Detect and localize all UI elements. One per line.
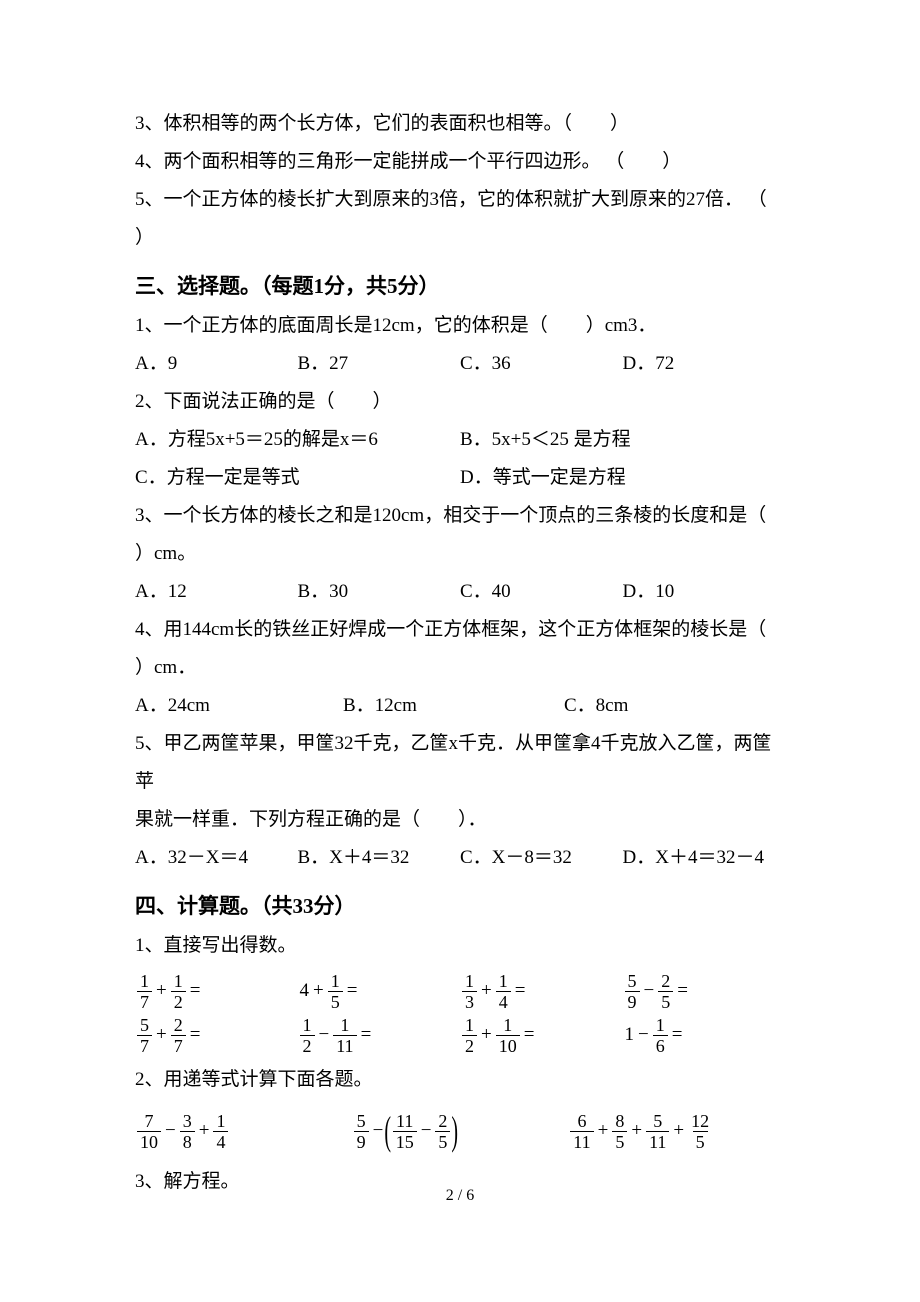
s3-q5-options: A．32－X＝4 B．X＋4＝32 C．X－8＝32 D．X＋4＝32－4 bbox=[135, 839, 785, 877]
calc-expr: 611+85+511+125 bbox=[568, 1107, 785, 1155]
calc-expr: 17+12= bbox=[135, 969, 298, 1013]
tf-q3: 3、体积相等的两个长方体，它们的表面积也相等。（ ） bbox=[135, 105, 785, 143]
s4-p1: 1、直接写出得数。 bbox=[135, 927, 785, 965]
s3-q4-c: C．8cm bbox=[564, 687, 785, 725]
section-4-title: 四、计算题。（共33分） bbox=[135, 885, 785, 927]
calc-expr: 12−111= bbox=[298, 1013, 461, 1057]
s3-q1-b: B．27 bbox=[298, 345, 461, 383]
document-page: 3、体积相等的两个长方体，它们的表面积也相等。（ ） 4、两个面积相等的三角形一… bbox=[0, 0, 920, 1302]
calc-grid-2: 710−38+1459−(1115−25)611+85+511+125 bbox=[135, 1107, 785, 1155]
s3-q3-a: A．12 bbox=[135, 573, 298, 611]
s3-q1-stem: 1、一个正方体的底面周长是12cm，它的体积是（ ）cm3． bbox=[135, 307, 785, 345]
s3-q2-c: C．方程一定是等式 bbox=[135, 459, 460, 497]
calc-expr: 710−38+14 bbox=[135, 1107, 352, 1155]
calc-expr: 13+14= bbox=[460, 969, 623, 1013]
s3-q3-stem2: ）cm。 bbox=[135, 535, 785, 573]
s3-q1-options: A．9 B．27 C．36 D．72 bbox=[135, 345, 785, 383]
calc-expr: 59−25= bbox=[623, 969, 786, 1013]
s3-q4-stem1: 4、用144cm长的铁丝正好焊成一个正方体框架，这个正方体框架的棱长是（ bbox=[135, 611, 785, 649]
s3-q4-stem2: ）cm． bbox=[135, 649, 785, 687]
s3-q3-c: C．40 bbox=[460, 573, 623, 611]
s3-q2-a: A．方程5x+5＝25的解是x＝6 bbox=[135, 421, 460, 459]
s3-q2-row1: A．方程5x+5＝25的解是x＝6 B．5x+5＜25 是方程 bbox=[135, 421, 785, 459]
s3-q5-a: A．32－X＝4 bbox=[135, 839, 298, 877]
s3-q2-stem: 2、下面说法正确的是（ ） bbox=[135, 383, 785, 421]
s3-q3-b: B．30 bbox=[298, 573, 461, 611]
calc-grid-1: 17+12=4+15=13+14=59−25= 57+27=12−111=12+1… bbox=[135, 969, 785, 1057]
s3-q2-b: B．5x+5＜25 是方程 bbox=[460, 421, 785, 459]
s3-q4-options: A．24cm B．12cm C．8cm bbox=[135, 687, 785, 725]
s3-q1-d: D．72 bbox=[623, 345, 786, 383]
calc-expr: 57+27= bbox=[135, 1013, 298, 1057]
calc-expr: 12+110= bbox=[460, 1013, 623, 1057]
page-number: 2 / 6 bbox=[0, 1180, 920, 1212]
s3-q4-b: B．12cm bbox=[343, 687, 564, 725]
tf-q5-line1: 5、一个正方体的棱长扩大到原来的3倍，它的体积就扩大到原来的27倍． （ bbox=[135, 181, 785, 219]
s3-q5-d: D．X＋4＝32－4 bbox=[623, 839, 786, 877]
s4-p2: 2、用递等式计算下面各题。 bbox=[135, 1061, 785, 1099]
s3-q5-b: B．X＋4＝32 bbox=[298, 839, 461, 877]
section-3-title: 三、选择题。（每题1分，共5分） bbox=[135, 265, 785, 307]
s3-q4-a: A．24cm bbox=[135, 687, 343, 725]
s3-q2-d: D．等式一定是方程 bbox=[460, 459, 785, 497]
s3-q5-stem2: 果就一样重．下列方程正确的是（ ）． bbox=[135, 801, 785, 839]
s3-q3-stem1: 3、一个长方体的棱长之和是120cm，相交于一个顶点的三条棱的长度和是（ bbox=[135, 497, 785, 535]
s3-q2-row2: C．方程一定是等式 D．等式一定是方程 bbox=[135, 459, 785, 497]
s3-q1-a: A．9 bbox=[135, 345, 298, 383]
s3-q5-stem1: 5、甲乙两筐苹果，甲筐32千克，乙筐x千克．从甲筐拿4千克放入乙筐，两筐苹 bbox=[135, 725, 785, 801]
tf-q4: 4、两个面积相等的三角形一定能拼成一个平行四边形。 （ ） bbox=[135, 143, 785, 181]
s3-q3-options: A．12 B．30 C．40 D．10 bbox=[135, 573, 785, 611]
s3-q3-d: D．10 bbox=[623, 573, 786, 611]
calc-expr: 4+15= bbox=[298, 969, 461, 1013]
calc-expr: 59−(1115−25) bbox=[352, 1107, 569, 1155]
s3-q5-c: C．X－8＝32 bbox=[460, 839, 623, 877]
s3-q1-c: C．36 bbox=[460, 345, 623, 383]
tf-q5-line2: ） bbox=[135, 219, 785, 257]
calc-expr: 1−16= bbox=[623, 1013, 786, 1057]
